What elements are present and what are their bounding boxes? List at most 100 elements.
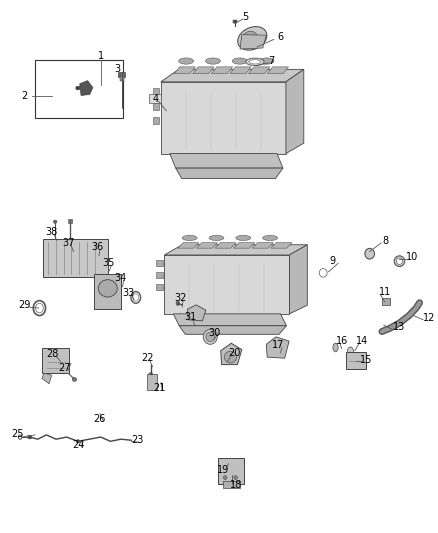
- Bar: [156, 260, 163, 266]
- Text: 28: 28: [46, 349, 59, 359]
- Polygon shape: [80, 80, 93, 95]
- Polygon shape: [215, 243, 236, 248]
- Ellipse shape: [28, 435, 32, 439]
- Text: 3: 3: [114, 64, 120, 74]
- Ellipse shape: [182, 236, 197, 240]
- Polygon shape: [178, 243, 199, 248]
- Text: 30: 30: [208, 328, 221, 337]
- Text: 38: 38: [46, 228, 58, 237]
- Ellipse shape: [238, 27, 267, 50]
- Text: 36: 36: [91, 243, 103, 252]
- Text: 6: 6: [277, 33, 283, 42]
- Text: 16: 16: [336, 336, 349, 346]
- Polygon shape: [286, 69, 304, 154]
- Text: 17: 17: [272, 341, 285, 350]
- Polygon shape: [233, 243, 255, 248]
- Text: 5: 5: [242, 12, 248, 22]
- Text: 9: 9: [330, 256, 336, 266]
- Text: 19: 19: [217, 465, 230, 475]
- Ellipse shape: [203, 329, 217, 344]
- Ellipse shape: [148, 373, 153, 378]
- Ellipse shape: [224, 351, 237, 363]
- Polygon shape: [42, 373, 52, 384]
- Text: 29: 29: [18, 300, 31, 310]
- Text: 10: 10: [406, 252, 418, 262]
- Polygon shape: [230, 67, 251, 74]
- Ellipse shape: [246, 58, 264, 66]
- Polygon shape: [164, 245, 307, 255]
- Bar: [156, 284, 163, 290]
- Polygon shape: [196, 243, 218, 248]
- Ellipse shape: [223, 476, 227, 480]
- Ellipse shape: [365, 248, 374, 259]
- Text: 35: 35: [102, 259, 115, 268]
- Ellipse shape: [76, 86, 80, 90]
- Bar: [147, 374, 157, 390]
- Polygon shape: [249, 67, 270, 74]
- Polygon shape: [212, 67, 233, 74]
- Text: 31: 31: [184, 312, 196, 321]
- Text: 7: 7: [268, 56, 275, 66]
- Ellipse shape: [234, 476, 237, 480]
- Polygon shape: [266, 337, 289, 358]
- Bar: [153, 117, 159, 124]
- Polygon shape: [193, 67, 214, 74]
- Polygon shape: [170, 154, 283, 168]
- Ellipse shape: [333, 343, 338, 352]
- Bar: [68, 219, 72, 223]
- Bar: [218, 458, 244, 484]
- Bar: [149, 94, 161, 103]
- Ellipse shape: [206, 332, 215, 342]
- Text: 20: 20: [229, 348, 241, 358]
- Text: 18: 18: [230, 480, 242, 490]
- Polygon shape: [221, 343, 242, 365]
- Polygon shape: [290, 245, 307, 314]
- Text: 13: 13: [392, 322, 405, 332]
- Bar: [223, 481, 240, 488]
- Bar: [42, 348, 69, 373]
- Polygon shape: [252, 243, 273, 248]
- Ellipse shape: [232, 58, 247, 64]
- Ellipse shape: [176, 301, 180, 305]
- Bar: [346, 352, 366, 369]
- Ellipse shape: [76, 440, 80, 443]
- Ellipse shape: [236, 236, 251, 240]
- Text: 2: 2: [21, 91, 27, 101]
- Polygon shape: [179, 326, 286, 334]
- Bar: [94, 274, 121, 309]
- Ellipse shape: [53, 220, 57, 223]
- Polygon shape: [187, 305, 206, 321]
- Bar: [120, 76, 124, 81]
- Ellipse shape: [205, 58, 220, 64]
- Ellipse shape: [347, 347, 353, 357]
- Text: 1: 1: [98, 51, 104, 61]
- Text: 26: 26: [94, 414, 106, 424]
- Text: 27: 27: [59, 363, 71, 373]
- Text: 15: 15: [360, 355, 372, 365]
- Text: 25: 25: [11, 430, 24, 439]
- Text: 33: 33: [123, 288, 135, 298]
- Polygon shape: [174, 67, 195, 74]
- Text: 24: 24: [72, 440, 84, 449]
- Text: 37: 37: [62, 238, 74, 248]
- Ellipse shape: [241, 31, 258, 47]
- Polygon shape: [271, 243, 292, 248]
- Ellipse shape: [98, 280, 117, 297]
- Ellipse shape: [209, 236, 224, 240]
- Ellipse shape: [396, 258, 403, 264]
- Polygon shape: [176, 168, 283, 179]
- Ellipse shape: [394, 256, 405, 266]
- Text: 11: 11: [379, 287, 392, 297]
- Text: 34: 34: [115, 273, 127, 283]
- Bar: [35, 60, 123, 118]
- Polygon shape: [161, 69, 304, 82]
- Bar: [156, 272, 163, 278]
- Ellipse shape: [249, 60, 261, 64]
- Ellipse shape: [179, 58, 194, 64]
- Bar: [153, 88, 159, 95]
- Polygon shape: [240, 35, 266, 49]
- Polygon shape: [173, 314, 286, 326]
- Bar: [382, 298, 390, 305]
- Bar: [118, 72, 125, 77]
- Polygon shape: [164, 255, 290, 314]
